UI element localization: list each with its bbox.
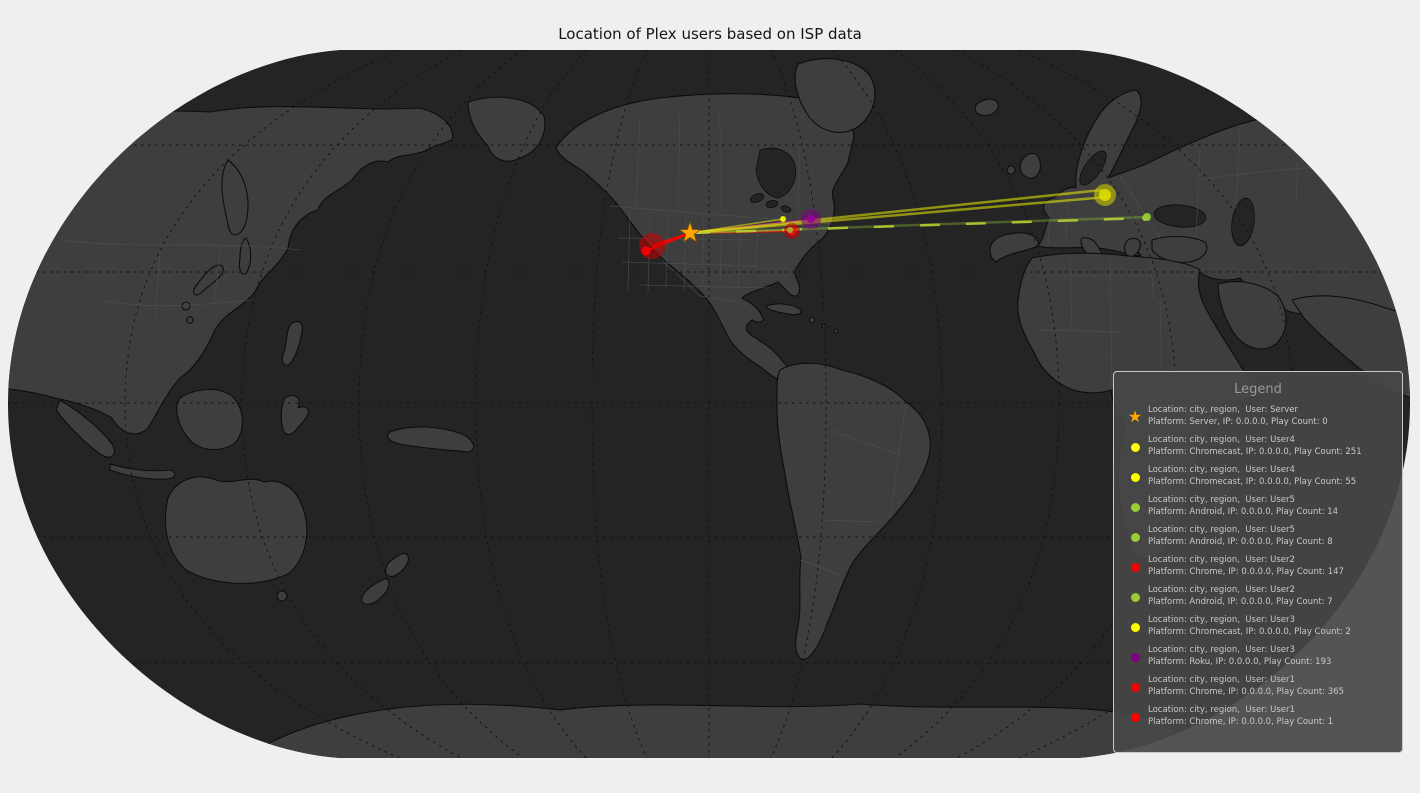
legend-dot-icon [1130, 713, 1140, 723]
legend-entry: Location: city, region, User: User4 Platf… [1122, 465, 1394, 488]
user-marker[interactable] [787, 227, 793, 233]
legend: Legend ★ Location: city, region, User: Se… [1113, 371, 1403, 753]
legend-marker [1122, 437, 1148, 456]
legend-entry: Location: city, region, User: User5 Platf… [1122, 525, 1394, 548]
legend-entries: ★ Location: city, region, User: Server Pla… [1122, 405, 1394, 728]
legend-entry: Location: city, region, User: User1 Platf… [1122, 705, 1394, 728]
legend-dot-icon [1130, 503, 1140, 513]
legend-marker [1122, 617, 1148, 636]
legend-marker [1122, 647, 1148, 666]
legend-marker [1122, 677, 1148, 696]
user-marker[interactable] [639, 233, 665, 259]
legend-marker [1122, 707, 1148, 726]
legend-entry-text: Location: city, region, User: User4 Platf… [1148, 435, 1362, 457]
legend-dot-icon [1130, 653, 1140, 663]
user-marker[interactable] [1099, 189, 1111, 201]
legend-entry: ★ Location: city, region, User: Server Pla… [1122, 405, 1394, 428]
legend-title: Legend [1234, 382, 1282, 397]
legend-dot-icon [1130, 593, 1140, 603]
legend-entry-text: Location: city, region, User: User1 Platf… [1148, 675, 1344, 697]
legend-dot-icon [1130, 473, 1140, 483]
legend-entry-text: Location: city, region, User: User1 Platf… [1148, 705, 1334, 727]
connection-line [689, 195, 1108, 235]
legend-entry: Location: city, region, User: User4 Platf… [1122, 435, 1394, 458]
legend-marker [1122, 557, 1148, 576]
legend-entry-text: Location: city, region, User: User5 Platf… [1148, 525, 1333, 547]
user-markers-layer [639, 184, 1151, 259]
legend-entry-text: Location: city, region, User: User2 Platf… [1148, 555, 1344, 577]
page-title: Location of Plex users based on ISP data [558, 25, 862, 43]
legend-entry-text: Location: city, region, User: User3 Platf… [1148, 645, 1332, 667]
user-marker[interactable] [641, 246, 651, 256]
legend-dot-icon [1130, 533, 1140, 543]
legend-entry-text: Location: city, region, User: Server Plat… [1148, 405, 1328, 427]
user-marker[interactable] [1142, 215, 1148, 221]
legend-marker [1122, 497, 1148, 516]
legend-entry: Location: city, region, User: User2 Platf… [1122, 585, 1394, 608]
legend-marker [1122, 527, 1148, 546]
legend-entry-text: Location: city, region, User: User4 Platf… [1148, 465, 1357, 487]
legend-entry: Location: city, region, User: User1 Platf… [1122, 675, 1394, 698]
legend-star-icon: ★ [1127, 407, 1143, 427]
legend-marker [1122, 467, 1148, 486]
connection-line [689, 216, 1146, 235]
legend-dot-icon [1130, 623, 1140, 633]
legend-entry: Location: city, region, User: User3 Platf… [1122, 615, 1394, 638]
user-marker[interactable] [807, 215, 815, 223]
legend-dot-icon [1130, 563, 1140, 573]
legend-entry: Location: city, region, User: User5 Platf… [1122, 495, 1394, 518]
legend-marker [1122, 587, 1148, 606]
legend-entry-text: Location: city, region, User: User2 Platf… [1148, 585, 1333, 607]
user-marker[interactable] [780, 216, 786, 222]
legend-entry: Location: city, region, User: User3 Platf… [1122, 645, 1394, 668]
legend-entry-text: Location: city, region, User: User3 Platf… [1148, 615, 1351, 637]
legend-entry-text: Location: city, region, User: User5 Platf… [1148, 495, 1339, 517]
legend-entry: Location: city, region, User: User2 Platf… [1122, 555, 1394, 578]
inland-seas [749, 147, 1255, 247]
server-star-marker[interactable] [678, 220, 702, 243]
legend-dot-icon [1130, 443, 1140, 453]
legend-dot-icon [1130, 683, 1140, 693]
